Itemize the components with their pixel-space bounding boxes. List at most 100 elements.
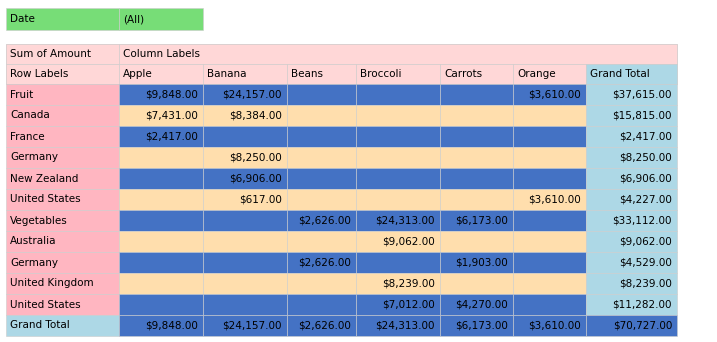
Text: France: France <box>10 132 44 142</box>
Bar <box>6 168 119 189</box>
Bar <box>119 64 203 84</box>
Bar <box>203 294 287 315</box>
Text: $7,012.00: $7,012.00 <box>382 300 435 310</box>
Bar <box>440 84 513 105</box>
Bar <box>513 84 586 105</box>
Bar <box>440 252 513 273</box>
Bar <box>440 189 513 210</box>
Text: $8,239.00: $8,239.00 <box>619 278 672 289</box>
Bar <box>119 252 203 273</box>
Text: Germany: Germany <box>10 258 58 267</box>
Bar <box>119 126 203 147</box>
Text: $3,610.00: $3,610.00 <box>528 320 581 330</box>
Bar <box>356 315 440 336</box>
Bar <box>513 294 586 315</box>
Bar <box>513 105 586 126</box>
Text: $8,250.00: $8,250.00 <box>619 153 672 162</box>
Bar <box>287 168 356 189</box>
Bar <box>287 64 356 84</box>
Bar <box>586 231 677 252</box>
Text: $9,848.00: $9,848.00 <box>145 320 198 330</box>
Bar <box>356 147 440 168</box>
Bar <box>513 147 586 168</box>
Text: $11,282.00: $11,282.00 <box>612 300 672 310</box>
Bar <box>6 189 119 210</box>
Text: $4,270.00: $4,270.00 <box>455 300 508 310</box>
Bar <box>356 168 440 189</box>
Bar <box>586 252 677 273</box>
Bar <box>356 231 440 252</box>
Bar <box>586 64 677 84</box>
Bar <box>6 252 119 273</box>
Text: Australia: Australia <box>10 237 57 247</box>
Bar <box>586 315 677 336</box>
Text: $7,431.00: $7,431.00 <box>145 110 198 120</box>
Text: $8,384.00: $8,384.00 <box>229 110 282 120</box>
Bar <box>6 8 119 30</box>
Bar <box>356 252 440 273</box>
Bar <box>440 105 513 126</box>
Bar <box>586 189 677 210</box>
Bar <box>440 168 513 189</box>
Text: $24,157.00: $24,157.00 <box>222 90 282 100</box>
Bar <box>203 84 287 105</box>
Bar <box>440 210 513 231</box>
Text: $24,157.00: $24,157.00 <box>222 320 282 330</box>
Bar <box>6 64 119 84</box>
Bar <box>287 273 356 294</box>
Bar <box>356 273 440 294</box>
Text: $37,615.00: $37,615.00 <box>612 90 672 100</box>
Text: $70,727.00: $70,727.00 <box>612 320 672 330</box>
Bar <box>203 189 287 210</box>
Bar <box>119 294 203 315</box>
Bar <box>119 231 203 252</box>
Bar <box>287 315 356 336</box>
Bar <box>586 210 677 231</box>
Text: $9,848.00: $9,848.00 <box>145 90 198 100</box>
Bar <box>287 147 356 168</box>
Bar <box>586 84 677 105</box>
Bar <box>586 105 677 126</box>
Bar <box>6 105 119 126</box>
Bar <box>513 210 586 231</box>
Bar <box>6 294 119 315</box>
Bar <box>513 189 586 210</box>
Text: $24,313.00: $24,313.00 <box>376 320 435 330</box>
Bar <box>287 231 356 252</box>
Bar <box>6 44 677 64</box>
Bar <box>287 126 356 147</box>
Bar <box>203 64 287 84</box>
Text: $3,610.00: $3,610.00 <box>528 90 581 100</box>
Text: Broccoli: Broccoli <box>360 69 402 79</box>
Bar <box>586 294 677 315</box>
Bar <box>440 231 513 252</box>
Bar <box>586 126 677 147</box>
Bar <box>119 189 203 210</box>
Text: $8,239.00: $8,239.00 <box>382 278 435 289</box>
Bar <box>6 126 119 147</box>
Text: $8,250.00: $8,250.00 <box>229 153 282 162</box>
Bar <box>119 84 203 105</box>
Text: Germany: Germany <box>10 153 58 162</box>
Text: Column Labels: Column Labels <box>123 49 200 59</box>
Bar <box>203 210 287 231</box>
Text: $6,906.00: $6,906.00 <box>619 173 672 184</box>
Bar <box>513 64 586 84</box>
Text: Carrots: Carrots <box>444 69 482 79</box>
Text: $2,417.00: $2,417.00 <box>145 132 198 142</box>
Bar <box>440 126 513 147</box>
Bar <box>440 294 513 315</box>
Bar <box>513 168 586 189</box>
Text: United States: United States <box>10 300 80 310</box>
Bar <box>287 252 356 273</box>
Bar <box>6 273 119 294</box>
Bar <box>513 231 586 252</box>
Bar <box>440 273 513 294</box>
Text: $1,903.00: $1,903.00 <box>455 258 508 267</box>
Bar <box>440 64 513 84</box>
Text: Beans: Beans <box>291 69 323 79</box>
Bar <box>287 210 356 231</box>
Text: $6,906.00: $6,906.00 <box>229 173 282 184</box>
Text: $617.00: $617.00 <box>239 195 282 205</box>
Bar <box>203 273 287 294</box>
